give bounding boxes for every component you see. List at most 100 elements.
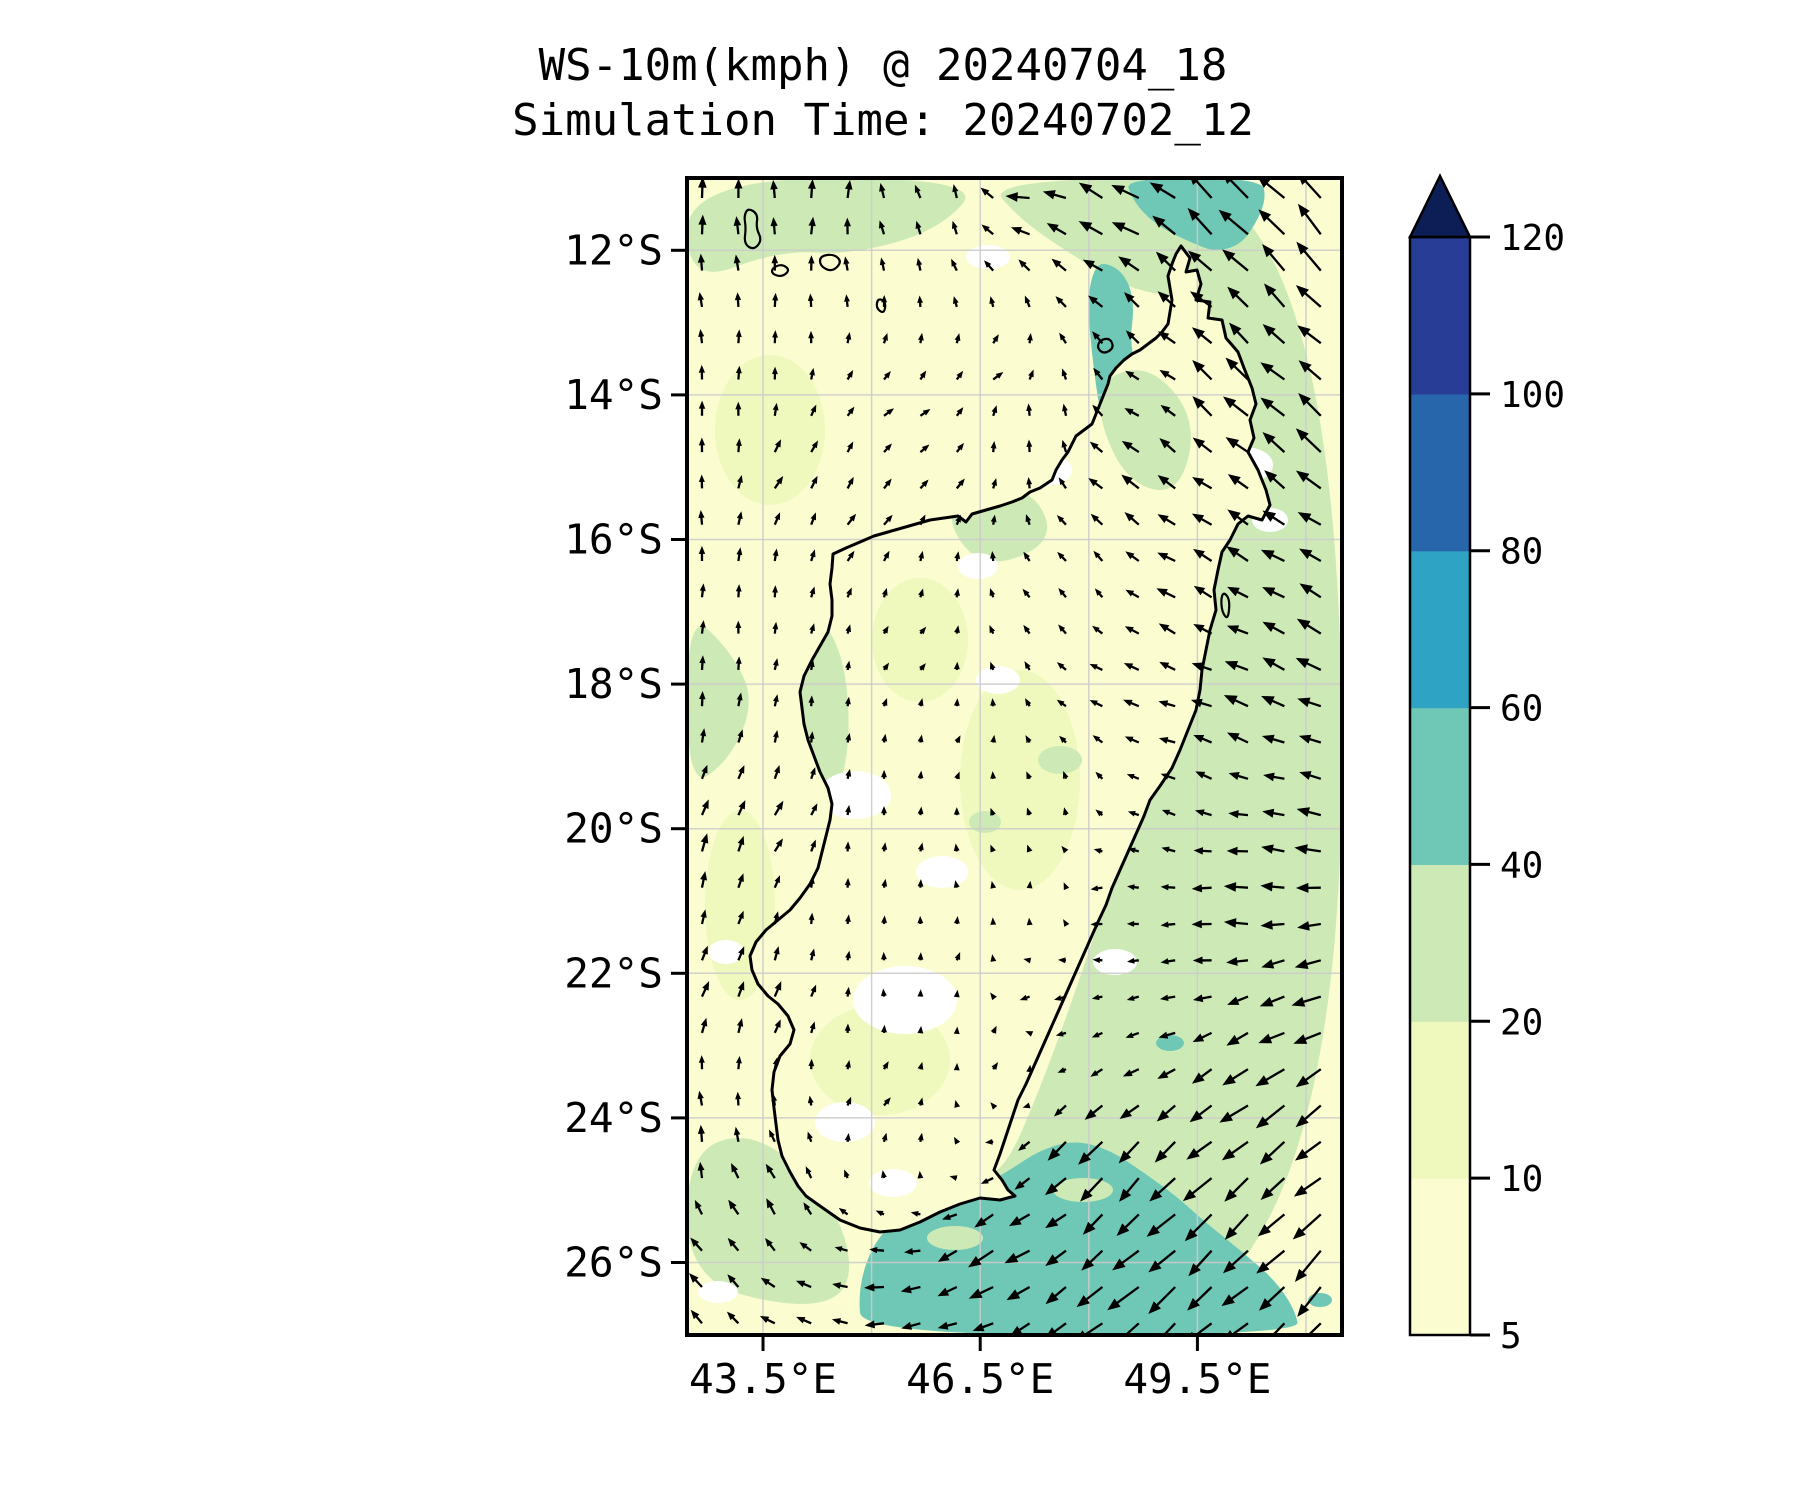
wind-arrow-shaft	[1264, 1104, 1286, 1122]
wind-arrow-shaft	[695, 1315, 703, 1325]
wind-arrow-head	[1262, 510, 1277, 522]
wind-arrow-head	[1146, 1224, 1160, 1237]
wind-arrow-head	[1295, 1075, 1310, 1088]
wind-arrow-head	[1125, 1032, 1134, 1038]
wind-arrow-shaft	[1023, 264, 1031, 272]
wind-arrow-head	[1219, 1111, 1234, 1123]
wind-arrow-shaft	[1026, 301, 1031, 308]
wind-arrow-head	[845, 1096, 852, 1105]
wind-arrow-shaft	[1307, 517, 1322, 526]
wind-arrow-shaft	[1059, 1104, 1067, 1112]
wind-arrow-head	[1121, 474, 1133, 486]
wind-arrow-head	[990, 440, 997, 449]
wind-arrow-shaft	[810, 808, 816, 816]
wind-arrow-head	[847, 406, 855, 415]
wind-arrow-head	[991, 405, 998, 414]
wind-arrow-head	[1045, 1254, 1059, 1267]
coastline-moheli	[770, 264, 790, 278]
wind-arrow-shaft	[1201, 443, 1213, 454]
wind-arrow-head	[990, 917, 997, 925]
wind-arrow-head	[733, 254, 741, 264]
wind-arrow-shaft	[846, 482, 852, 489]
wind-arrow-shaft	[1159, 187, 1176, 199]
wind-arrow-head	[1292, 1227, 1306, 1240]
wind-arrow-shaft	[810, 773, 815, 780]
wind-arrow-shaft	[1308, 701, 1322, 708]
wind-arrow-head	[1090, 921, 1098, 928]
wind-arrow-shaft	[917, 227, 922, 235]
wind-arrow-head	[917, 1025, 924, 1034]
wind-arrow-head	[881, 915, 888, 923]
wind-arrow-head	[955, 514, 961, 523]
wind-arrow-shaft	[1201, 590, 1213, 599]
wind-arrow-shaft	[839, 1320, 848, 1325]
colorbar-extend-arrow	[1407, 173, 1473, 239]
wind-arrow-shaft	[1131, 738, 1140, 744]
wind-arrow-head	[700, 833, 709, 844]
wind-arrow-shaft	[1016, 1286, 1031, 1296]
wind-arrow-shaft	[1095, 665, 1103, 671]
wind-arrow-head	[1227, 732, 1240, 742]
wind-arrow-head	[1056, 699, 1065, 707]
wind-arrow-head	[1263, 772, 1275, 782]
wind-arrow-head	[1092, 404, 1101, 413]
wind-arrow-head	[697, 1090, 704, 1100]
wind-arrow-head	[772, 292, 779, 301]
wind-arrow-shaft	[1061, 482, 1067, 490]
wind-arrow-shaft	[912, 1249, 921, 1253]
wind-arrow-head	[807, 178, 816, 190]
wind-arrow-shaft	[1097, 1031, 1103, 1036]
wind-arrow-shaft	[1087, 1177, 1104, 1194]
wind-arrow-head	[1296, 618, 1311, 630]
wind-arrow-head	[1160, 958, 1169, 965]
wind-arrow-shaft	[1232, 1068, 1249, 1080]
wind-arrow-shaft	[1236, 995, 1249, 1002]
wind-arrow-shaft	[1235, 664, 1249, 671]
wind-arrow-head	[775, 838, 783, 847]
wind-arrow-shaft	[883, 411, 890, 417]
wind-arrow-shaft	[1268, 1140, 1286, 1158]
wind-arrow-head	[808, 876, 815, 884]
wind-arrow-head	[845, 732, 852, 741]
wind-arrow-shaft	[737, 843, 743, 852]
wind-arrow-head	[1182, 1189, 1197, 1202]
wind-arrow-shaft	[1027, 520, 1031, 526]
wind-arrow-shaft	[883, 1101, 888, 1107]
wind-arrow-shaft	[1061, 665, 1067, 671]
wind-arrow-shaft	[1236, 628, 1249, 635]
wind-arrow-shaft	[880, 226, 886, 235]
contour-region-c2	[872, 578, 968, 702]
wind-arrow-head	[1221, 1294, 1235, 1307]
wind-arrow-head	[1111, 222, 1126, 233]
wind-arrow-head	[1156, 1109, 1170, 1122]
wind-arrow-shaft	[806, 1207, 813, 1216]
wind-arrow-head	[880, 988, 887, 997]
y-tick-label: 18°S	[564, 660, 663, 708]
wind-arrow-head	[774, 512, 781, 521]
wind-arrow-head	[917, 698, 924, 707]
wind-arrow-shaft	[1061, 592, 1067, 599]
wind-arrow-shaft	[700, 771, 706, 780]
wind-arrow-head	[1227, 286, 1241, 300]
wind-arrow-head	[1228, 772, 1240, 781]
wind-arrow-shaft	[699, 299, 704, 308]
wind-arrow-head	[1093, 550, 1101, 559]
wind-arrow-head	[989, 661, 996, 670]
wind-arrow-head	[699, 655, 706, 664]
wind-arrow-head	[1061, 845, 1069, 854]
wind-arrow-head	[1058, 477, 1066, 486]
wind-arrow-head	[881, 769, 887, 778]
wind-arrow-shaft	[1306, 624, 1322, 635]
wind-arrow-head	[1297, 203, 1310, 218]
wind-arrow-shaft	[1134, 849, 1140, 853]
wind-arrow-head	[1260, 549, 1275, 560]
wind-arrow-shaft	[1026, 593, 1031, 599]
wind-arrow-shaft	[773, 771, 779, 780]
wind-arrow-head	[698, 1055, 705, 1063]
wind-arrow-head	[845, 768, 852, 777]
wind-arrow-head	[1022, 588, 1030, 597]
wind-arrow-head	[1024, 295, 1031, 304]
wind-arrow-shaft	[846, 411, 852, 417]
wind-arrow-shaft	[1201, 553, 1213, 562]
